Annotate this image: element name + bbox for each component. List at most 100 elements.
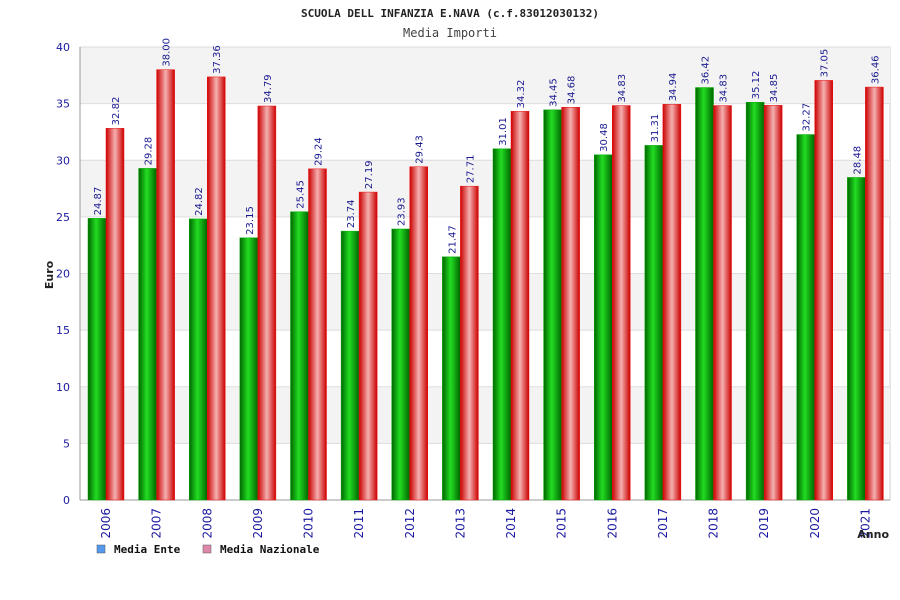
x-tick-label: 2017 <box>656 508 670 539</box>
bar-ente-2010 <box>290 211 309 501</box>
value-label: 34.32 <box>516 80 527 109</box>
value-label: 35.12 <box>751 71 762 100</box>
value-label: 29.24 <box>314 137 325 166</box>
x-tick-label: 2009 <box>251 508 265 539</box>
value-label: 29.28 <box>144 137 155 166</box>
y-tick-label: 35 <box>56 98 70 111</box>
legend-swatch-nazionale <box>202 544 212 554</box>
bar-ente-2006 <box>87 218 107 501</box>
bar-nazionale-2010 <box>308 168 327 501</box>
y-axis-label: Euro <box>43 260 56 289</box>
value-label: 30.48 <box>599 123 610 152</box>
x-tick-label: 2014 <box>504 508 518 539</box>
y-tick-label: 30 <box>56 154 70 167</box>
x-tick-label: 2016 <box>605 508 619 539</box>
value-label: 34.83 <box>719 74 730 103</box>
bar-ente-2015 <box>543 109 562 501</box>
bar-ente-2008 <box>189 218 208 501</box>
bar-ente-2017 <box>644 145 664 501</box>
value-labels: 24.87 29.28 24.82 23.15 25.45 23.74 23.93 21.47… <box>93 38 881 254</box>
x-tick-label: 2007 <box>150 508 164 539</box>
legend-swatch-ente <box>96 544 106 554</box>
y-tick-label: 15 <box>56 324 70 337</box>
y-tick-label: 0 <box>63 494 70 507</box>
bar-ente-2016 <box>594 154 613 501</box>
x-tick-label: 2015 <box>555 508 569 539</box>
value-label: 34.45 <box>549 78 560 107</box>
bar-nazionale-2021 <box>865 86 884 501</box>
bar-nazionale-2017 <box>662 104 682 501</box>
y-axis-ticks: 0 5 10 15 20 25 30 35 40 <box>56 41 70 507</box>
x-tick-label: 2008 <box>200 508 214 539</box>
value-label: 36.46 <box>870 55 881 84</box>
y-tick-label: 10 <box>56 381 70 394</box>
bar-nazionale-2007 <box>156 69 175 501</box>
value-label: 36.42 <box>701 56 712 85</box>
x-tick-label: 2013 <box>453 508 467 539</box>
x-tick-label: 2011 <box>352 508 366 539</box>
bar-nazionale-2019 <box>763 105 783 501</box>
x-tick-label: 2010 <box>302 508 316 539</box>
legend: Media Ente Media Nazionale <box>96 543 320 556</box>
bar-ente-2020 <box>796 134 815 501</box>
y-tick-label: 40 <box>56 41 70 54</box>
legend-label-ente: Media Ente <box>114 543 181 556</box>
y-tick-label: 25 <box>56 211 70 224</box>
bar-nazionale-2015 <box>561 106 580 501</box>
value-label: 28.48 <box>852 146 863 175</box>
bar-nazionale-2009 <box>257 105 277 501</box>
bar-nazionale-2012 <box>409 166 428 501</box>
x-tick-label: 2006 <box>99 508 113 539</box>
value-label: 27.19 <box>364 160 375 189</box>
value-label: 32.27 <box>802 103 813 132</box>
value-label: 31.31 <box>650 114 661 143</box>
x-tick-label: 2021 <box>858 508 872 539</box>
value-label: 23.15 <box>245 206 256 235</box>
bar-ente-2012 <box>391 228 410 501</box>
bar-ente-2019 <box>745 102 765 501</box>
bar-nazionale-2006 <box>105 128 125 501</box>
y-tick-label: 20 <box>56 268 70 281</box>
value-label: 34.83 <box>617 74 628 103</box>
value-label: 34.85 <box>769 74 780 103</box>
bar-ente-2007 <box>138 168 157 501</box>
bar-ente-2014 <box>492 148 512 501</box>
bar-nazionale-2018 <box>713 105 732 501</box>
value-label: 37.36 <box>212 45 223 74</box>
value-label: 23.93 <box>397 197 408 226</box>
value-label: 29.43 <box>415 135 426 164</box>
chart-subtitle: Media Importi <box>403 26 497 40</box>
bar-nazionale-2016 <box>612 105 631 501</box>
value-label: 27.71 <box>465 155 476 184</box>
y-tick-label: 5 <box>63 437 70 450</box>
value-label: 31.01 <box>498 117 509 146</box>
value-label: 24.87 <box>93 187 104 216</box>
chart-title: SCUOLA DELL INFANZIA E.NAVA (c.f.8301203… <box>301 7 599 20</box>
bar-nazionale-2008 <box>207 76 226 501</box>
bar-ente-2013 <box>442 256 461 501</box>
value-label: 23.74 <box>346 200 357 229</box>
x-tick-label: 2019 <box>757 508 771 539</box>
value-label: 21.47 <box>447 225 458 254</box>
bar-ente-2018 <box>695 87 714 501</box>
bar-nazionale-2020 <box>814 80 833 501</box>
value-label: 38.00 <box>162 38 173 67</box>
legend-label-nazionale: Media Nazionale <box>220 543 320 556</box>
value-label: 34.68 <box>567 76 578 105</box>
x-tick-label: 2012 <box>403 508 417 539</box>
bars <box>87 69 884 501</box>
bar-nazionale-2014 <box>510 111 530 501</box>
x-axis-ticks: 2006 2007 2008 2009 2010 2011 2012 2013 2014 2015… <box>99 508 872 539</box>
bar-nazionale-2013 <box>460 185 479 501</box>
value-label: 34.94 <box>668 73 679 102</box>
bar-ente-2009 <box>239 237 259 501</box>
value-label: 25.45 <box>296 180 307 209</box>
value-label: 34.79 <box>263 74 274 103</box>
value-label: 37.05 <box>820 49 831 78</box>
value-label: 24.82 <box>194 187 205 216</box>
bar-ente-2021 <box>847 177 866 501</box>
x-tick-label: 2020 <box>808 508 822 539</box>
x-axis-label: Anno <box>857 528 889 541</box>
value-label: 32.82 <box>111 97 122 126</box>
